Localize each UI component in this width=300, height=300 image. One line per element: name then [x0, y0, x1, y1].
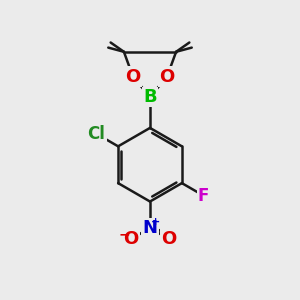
Text: N: N — [142, 219, 158, 237]
Text: +: + — [151, 217, 160, 227]
Text: O: O — [125, 68, 141, 86]
Text: B: B — [143, 88, 157, 106]
Text: O: O — [123, 230, 139, 248]
Text: −: − — [118, 228, 130, 242]
Text: Cl: Cl — [88, 125, 105, 143]
Text: O: O — [159, 68, 175, 86]
Text: F: F — [198, 187, 209, 205]
Text: O: O — [161, 230, 177, 248]
